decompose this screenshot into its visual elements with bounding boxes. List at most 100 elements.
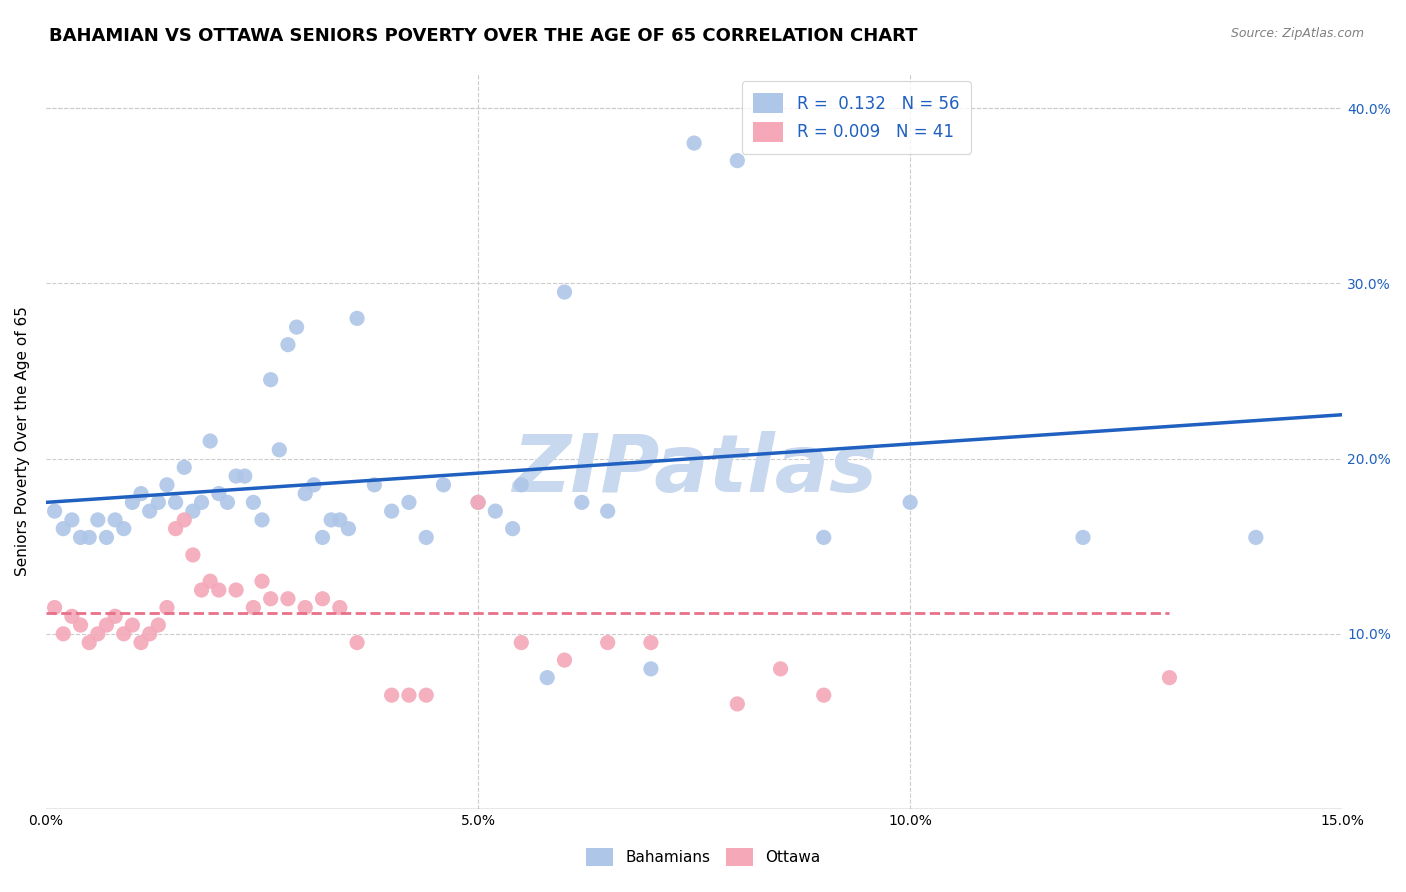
Point: [502, 522, 524, 536]
Point: [242, 600, 264, 615]
Point: [484, 504, 506, 518]
Point: [415, 688, 437, 702]
Point: [77, 530, 100, 544]
Point: [208, 486, 231, 500]
Point: [217, 495, 239, 509]
Point: [398, 495, 420, 509]
Point: [44, 600, 66, 615]
Point: [813, 688, 835, 702]
Point: [104, 609, 127, 624]
Point: [52, 627, 75, 641]
Point: [138, 504, 160, 518]
Point: [190, 495, 212, 509]
Point: [225, 582, 247, 597]
Point: [467, 495, 489, 509]
Point: [553, 285, 575, 299]
Point: [44, 504, 66, 518]
Point: [285, 320, 308, 334]
Point: [250, 513, 273, 527]
Point: [553, 653, 575, 667]
Point: [640, 662, 662, 676]
Point: [190, 582, 212, 597]
Point: [571, 495, 593, 509]
Point: [432, 478, 454, 492]
Point: [311, 530, 333, 544]
Point: [156, 478, 179, 492]
Point: [346, 635, 368, 649]
Point: [467, 495, 489, 509]
Point: [225, 469, 247, 483]
Point: [233, 469, 256, 483]
Point: [87, 513, 110, 527]
Point: [813, 530, 835, 544]
Point: [181, 504, 204, 518]
Text: ZIPatlas: ZIPatlas: [512, 432, 876, 509]
Y-axis label: Seniors Poverty Over the Age of 65: Seniors Poverty Over the Age of 65: [15, 306, 30, 576]
Point: [510, 478, 533, 492]
Point: [381, 504, 404, 518]
Point: [640, 635, 662, 649]
Legend: R =  0.132   N = 56, R = 0.009   N = 41: R = 0.132 N = 56, R = 0.009 N = 41: [742, 81, 972, 153]
Point: [198, 574, 221, 589]
Point: [165, 495, 187, 509]
Point: [769, 662, 792, 676]
Point: [242, 495, 264, 509]
Point: [96, 618, 118, 632]
Point: [302, 478, 325, 492]
Point: [398, 688, 420, 702]
Point: [52, 522, 75, 536]
Point: [725, 153, 748, 168]
Point: [129, 635, 152, 649]
Point: [250, 574, 273, 589]
Point: [173, 460, 195, 475]
Point: [173, 513, 195, 527]
Point: [181, 548, 204, 562]
Legend: Bahamians, Ottawa: Bahamians, Ottawa: [576, 838, 830, 875]
Point: [277, 337, 299, 351]
Point: [121, 618, 143, 632]
Point: [277, 591, 299, 606]
Point: [112, 522, 135, 536]
Text: BAHAMIAN VS OTTAWA SENIORS POVERTY OVER THE AGE OF 65 CORRELATION CHART: BAHAMIAN VS OTTAWA SENIORS POVERTY OVER …: [49, 27, 918, 45]
Point: [363, 478, 385, 492]
Point: [725, 697, 748, 711]
Point: [596, 635, 619, 649]
Point: [148, 618, 170, 632]
Point: [311, 591, 333, 606]
Point: [104, 513, 127, 527]
Point: [321, 513, 343, 527]
Point: [346, 311, 368, 326]
Point: [260, 591, 283, 606]
Point: [415, 530, 437, 544]
Point: [112, 627, 135, 641]
Point: [198, 434, 221, 448]
Point: [337, 522, 360, 536]
Point: [1244, 530, 1267, 544]
Point: [260, 373, 283, 387]
Point: [208, 582, 231, 597]
Point: [898, 495, 921, 509]
Point: [596, 504, 619, 518]
Point: [138, 627, 160, 641]
Point: [381, 688, 404, 702]
Point: [294, 486, 316, 500]
Point: [1071, 530, 1094, 544]
Point: [69, 530, 91, 544]
Point: [294, 600, 316, 615]
Point: [1159, 671, 1181, 685]
Point: [510, 635, 533, 649]
Point: [60, 609, 83, 624]
Point: [60, 513, 83, 527]
Point: [683, 136, 706, 150]
Point: [87, 627, 110, 641]
Point: [269, 442, 291, 457]
Point: [329, 513, 352, 527]
Point: [129, 486, 152, 500]
Point: [165, 522, 187, 536]
Point: [156, 600, 179, 615]
Point: [69, 618, 91, 632]
Text: Source: ZipAtlas.com: Source: ZipAtlas.com: [1230, 27, 1364, 40]
Point: [329, 600, 352, 615]
Point: [96, 530, 118, 544]
Point: [536, 671, 558, 685]
